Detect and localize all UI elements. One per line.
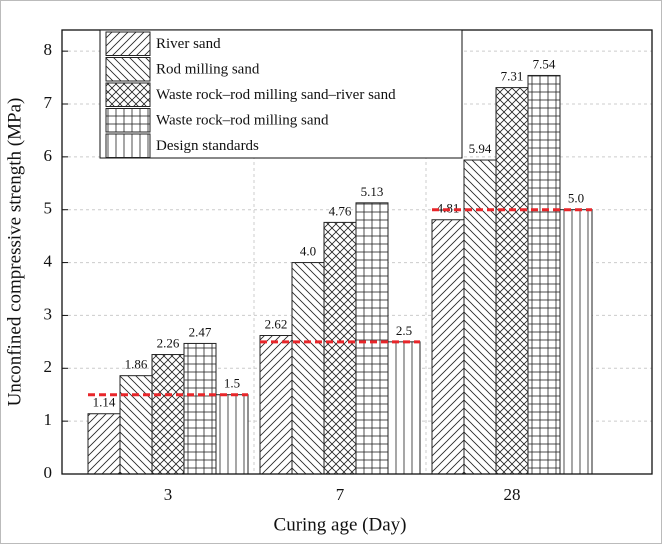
value-label: 5.94 [469, 141, 492, 156]
bar [183, 342, 217, 475]
bar [559, 209, 593, 475]
legend-label: Rod milling sand [156, 62, 260, 78]
bar [431, 219, 465, 475]
value-label: 2.47 [189, 324, 212, 339]
legend-swatch [105, 31, 151, 56]
x-tick-label: 7 [336, 485, 345, 504]
y-tick-label: 2 [44, 357, 53, 376]
legend-label: Design standards [156, 138, 259, 154]
y-tick-label: 1 [44, 410, 53, 429]
y-axis-title: Unconfined compressive strength (MPa) [4, 98, 25, 407]
value-label: 4.76 [329, 203, 352, 218]
bar [119, 375, 153, 475]
value-label: 2.26 [157, 336, 180, 351]
value-label: 7.54 [533, 56, 556, 71]
bar [151, 354, 185, 475]
value-label: 2.5 [396, 323, 412, 338]
legend-box [99, 29, 463, 159]
value-label: 1.5 [224, 376, 240, 391]
value-label: 2.62 [265, 316, 288, 331]
y-tick-label: 6 [44, 146, 53, 165]
bar [215, 394, 249, 475]
y-tick-label: 5 [44, 199, 53, 218]
legend-swatch [105, 108, 151, 133]
legend-label: River sand [156, 36, 221, 52]
legend-label: Waste rock–rod milling sand [156, 113, 329, 129]
bar [323, 221, 357, 475]
legend-swatch [105, 82, 151, 107]
x-tick-label: 3 [164, 485, 173, 504]
y-tick-label: 4 [44, 251, 53, 270]
bar [355, 202, 389, 475]
y-tick-label: 7 [44, 93, 53, 112]
y-tick-label: 3 [44, 304, 53, 323]
legend-swatch [105, 133, 151, 158]
bar [259, 335, 293, 475]
value-label: 1.86 [125, 357, 148, 372]
bar [527, 74, 561, 475]
x-axis-title: Curing age (Day) [274, 514, 407, 535]
legend-label: Waste rock–rod milling sand–river sand [156, 87, 396, 103]
bar [495, 87, 529, 475]
y-tick-label: 0 [44, 463, 53, 482]
bar [463, 159, 497, 475]
bar [291, 262, 325, 475]
y-tick-label: 8 [44, 40, 53, 59]
bar [387, 341, 421, 475]
value-label: 7.31 [501, 69, 524, 84]
value-label: 5.0 [568, 191, 584, 206]
value-label: 1.14 [93, 395, 116, 410]
x-tick-label: 28 [504, 485, 521, 504]
bar [87, 413, 121, 475]
legend-swatch [105, 57, 151, 82]
value-label: 5.13 [361, 184, 384, 199]
value-label: 4.0 [300, 244, 316, 259]
